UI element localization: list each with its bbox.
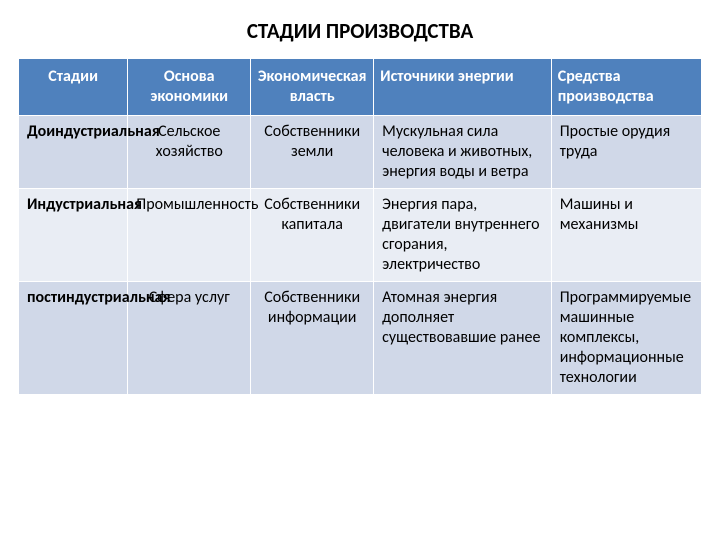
cell-means: Программируемые машинные комплексы, инфо… (551, 282, 701, 395)
cell-means: Простые орудия труда (551, 116, 701, 189)
table-header-row: Стадии Основа экономики Экономическая вл… (19, 59, 702, 116)
col-header-basis: Основа экономики (128, 59, 251, 116)
cell-energy: Энергия пара, двигатели внутреннего сгор… (374, 189, 552, 282)
cell-basis: Промышленность (128, 189, 251, 282)
stages-table: Стадии Основа экономики Экономическая вл… (18, 58, 702, 395)
col-header-power: Экономическая власть (251, 59, 374, 116)
col-header-stage: Стадии (19, 59, 128, 116)
cell-energy: Мускульная сила человека и животных, эне… (374, 116, 552, 189)
cell-power: Собственники земли (251, 116, 374, 189)
cell-power: Собственники капитала (251, 189, 374, 282)
table-row: Доиндустриальная Сельское хозяйство Собс… (19, 116, 702, 189)
cell-stage: Доиндустриальная (19, 116, 128, 189)
cell-means: Машины и механизмы (551, 189, 701, 282)
table-row: постиндустриальная Сфера услуг Собственн… (19, 282, 702, 395)
table-row: Индустриальная Промышленность Собственни… (19, 189, 702, 282)
col-header-energy: Источники энергии (374, 59, 552, 116)
cell-energy: Атомная энергия дополняет существовавшие… (374, 282, 552, 395)
page-title: СТАДИИ ПРОИЗВОДСТВА (18, 18, 702, 44)
cell-stage: постиндустриальная (19, 282, 128, 395)
cell-power: Собственники информации (251, 282, 374, 395)
col-header-means: Средства производства (551, 59, 701, 116)
cell-stage: Индустриальная (19, 189, 128, 282)
